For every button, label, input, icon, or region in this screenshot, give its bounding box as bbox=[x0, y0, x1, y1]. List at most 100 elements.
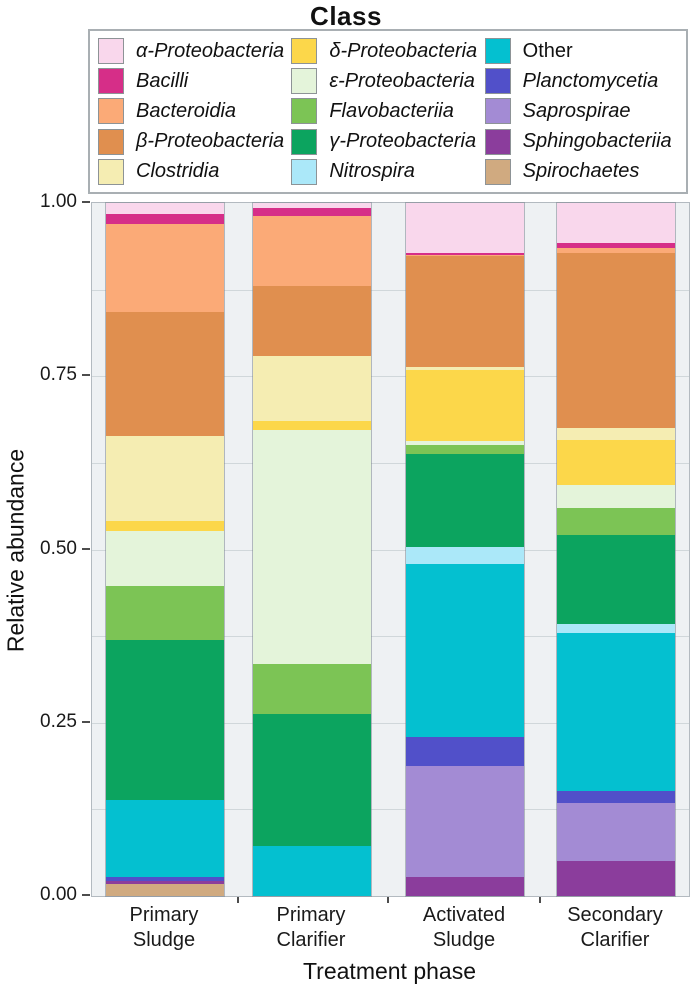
segment-γ-Proteobacteria bbox=[106, 640, 224, 800]
x-axis-tick bbox=[237, 897, 239, 903]
legend-label: ε-Proteobacteria bbox=[329, 69, 475, 92]
segment-ε-Proteobacteria bbox=[557, 485, 675, 508]
legend-label: Bacteroidia bbox=[136, 99, 237, 122]
y-tick-label: 0.00 bbox=[40, 884, 77, 905]
segment-δ-Proteobacteria bbox=[253, 421, 371, 430]
legend-swatch bbox=[98, 68, 124, 95]
plot-panel bbox=[91, 202, 690, 897]
legend-item: Planctomycetia bbox=[484, 67, 678, 95]
legend-swatch bbox=[484, 68, 511, 95]
segment-Flavobacteriia bbox=[406, 445, 524, 454]
legend-item: Sphingobacteriia bbox=[484, 128, 678, 156]
segment-Clostridia bbox=[253, 356, 371, 421]
segment-Bacteroidia bbox=[253, 216, 371, 286]
legend-item: Saprospirae bbox=[484, 97, 678, 125]
legend-swatch bbox=[291, 68, 318, 95]
legend-swatch bbox=[291, 38, 318, 65]
segment-Flavobacteriia bbox=[106, 586, 224, 640]
legend-item: Spirochaetes bbox=[484, 158, 678, 186]
segment-Other bbox=[106, 800, 224, 877]
legend-label: β-Proteobacteria bbox=[136, 130, 285, 153]
bar-3 bbox=[406, 203, 524, 896]
gridline bbox=[92, 723, 689, 724]
gridline bbox=[92, 550, 689, 551]
gridline bbox=[92, 636, 689, 637]
legend-item: Clostridia bbox=[98, 158, 291, 186]
legend-label: Bacilli bbox=[136, 69, 189, 92]
legend-label: Sphingobacteriia bbox=[522, 130, 672, 153]
legend-item: Nitrospira bbox=[291, 158, 484, 186]
gridline bbox=[92, 290, 689, 291]
segment-Nitrospira bbox=[406, 547, 524, 564]
segment-Saprospirae bbox=[557, 803, 675, 861]
legend-item: δ-Proteobacteria bbox=[291, 37, 484, 65]
x-category-label: Secondary Clarifier bbox=[567, 904, 663, 951]
segment-δ-Proteobacteria bbox=[106, 521, 224, 531]
legend-label: Other bbox=[522, 39, 573, 62]
legend-label: Nitrospira bbox=[329, 160, 415, 183]
legend-item: Bacteroidia bbox=[98, 97, 291, 125]
segment-Clostridia bbox=[406, 367, 524, 370]
gridline bbox=[92, 463, 689, 464]
segment-ε-Proteobacteria bbox=[106, 531, 224, 586]
legend-swatch bbox=[484, 98, 511, 125]
segment-Sphingobacteriia bbox=[557, 861, 675, 896]
x-axis-title: Treatment phase bbox=[302, 958, 477, 984]
segment-Bacilli bbox=[557, 243, 675, 248]
legend-label: γ-Proteobacteria bbox=[329, 130, 477, 153]
legend-swatch bbox=[98, 158, 124, 185]
y-axis-tick bbox=[82, 721, 90, 723]
segment-Bacteroidia bbox=[106, 224, 224, 312]
legend-swatch bbox=[98, 98, 124, 125]
segment-Sphingobacteriia bbox=[406, 877, 524, 896]
x-category-label: Activated Sludge bbox=[422, 904, 506, 951]
segment-Bacteroidia bbox=[557, 248, 675, 253]
legend-swatch bbox=[484, 38, 511, 65]
legend-item: Other bbox=[484, 37, 678, 65]
legend-item: Flavobacteriia bbox=[291, 97, 484, 125]
segment-Sphingobacteriia bbox=[106, 881, 224, 884]
x-category-label: Primary Sludge bbox=[129, 904, 199, 951]
segment-Clostridia bbox=[106, 436, 224, 521]
segment-Planctomycetia bbox=[406, 737, 524, 766]
x-axis-tick bbox=[387, 897, 389, 903]
legend-swatch bbox=[291, 158, 318, 185]
segment-α-Proteobacteria bbox=[406, 203, 524, 253]
legend-label: Saprospirae bbox=[522, 99, 631, 122]
x-axis-tick bbox=[539, 897, 541, 903]
segment-α-Proteobacteria bbox=[557, 203, 675, 243]
segment-ε-Proteobacteria bbox=[406, 441, 524, 445]
legend-label: α-Proteobacteria bbox=[136, 39, 285, 62]
legend-label: Clostridia bbox=[136, 160, 220, 183]
segment-Flavobacteriia bbox=[253, 664, 371, 714]
segment-α-Proteobacteria bbox=[253, 203, 371, 208]
segment-β-Proteobacteria bbox=[253, 286, 371, 356]
legend-swatch bbox=[291, 128, 318, 155]
legend-swatch bbox=[484, 158, 511, 185]
segment-δ-Proteobacteria bbox=[557, 440, 675, 485]
segment-Other bbox=[253, 846, 371, 896]
y-axis-tick bbox=[82, 548, 90, 550]
legend-box: α-Proteobacteria Bacilli Bacteroidia β-Prot… bbox=[88, 29, 688, 194]
legend-item: α-Proteobacteria bbox=[98, 37, 291, 65]
y-tick-label: 0.75 bbox=[40, 364, 77, 385]
legend-item: Bacilli bbox=[98, 67, 291, 95]
segment-γ-Proteobacteria bbox=[557, 535, 675, 624]
y-tick-label: 1.00 bbox=[40, 191, 77, 212]
y-axis-tick bbox=[82, 374, 90, 376]
segment-Planctomycetia bbox=[557, 791, 675, 803]
y-tick-label: 0.25 bbox=[40, 711, 77, 732]
segment-β-Proteobacteria bbox=[557, 253, 675, 428]
legend-label: δ-Proteobacteria bbox=[329, 39, 478, 62]
bar-2 bbox=[253, 203, 371, 896]
legend-swatch bbox=[484, 128, 511, 155]
legend-item: ε-Proteobacteria bbox=[291, 67, 484, 95]
y-axis-tick bbox=[82, 894, 90, 896]
gridline bbox=[92, 376, 689, 377]
segment-Nitrospira bbox=[557, 624, 675, 633]
segment-Other bbox=[557, 633, 675, 791]
legend-swatch bbox=[98, 38, 124, 65]
bar-1 bbox=[106, 203, 224, 896]
segment-α-Proteobacteria bbox=[106, 203, 224, 214]
